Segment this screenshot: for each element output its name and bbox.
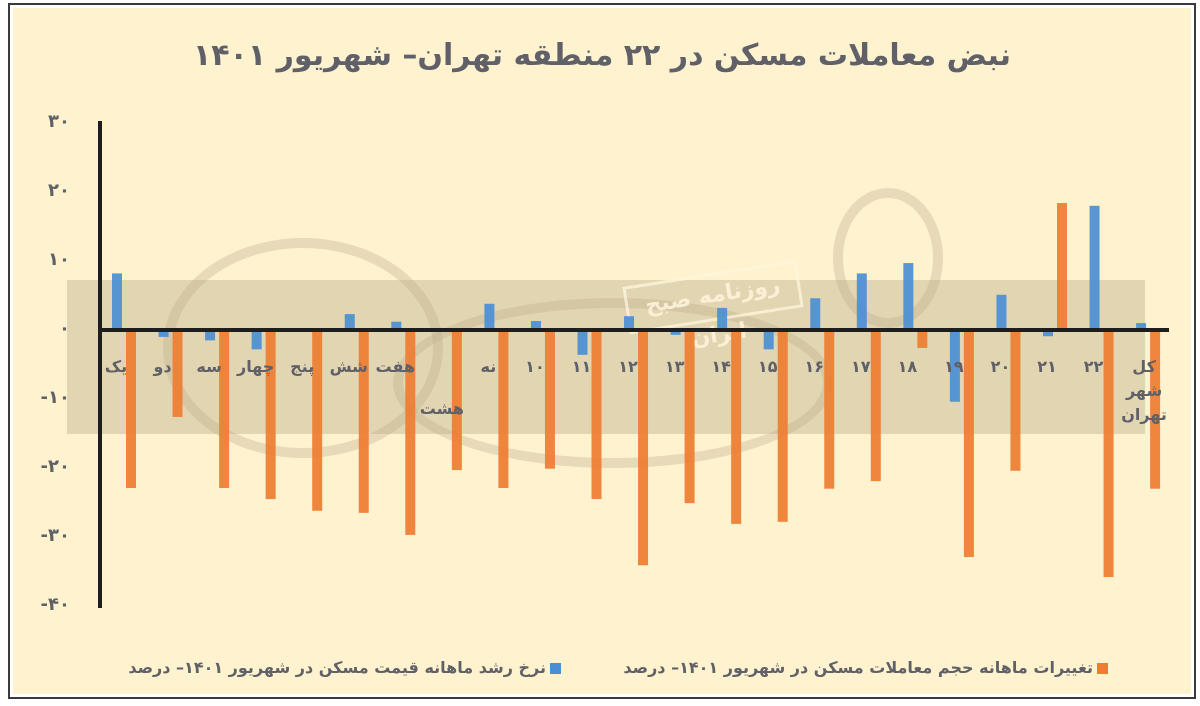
y-tick-label: ۳۰ [48,111,70,132]
chart-title: نبض معاملات مسکن در ۲۲ منطقه تهران– شهری… [192,38,1012,73]
bar-volume [498,330,509,489]
bar-volume [126,330,136,489]
y-axis-line [98,121,102,608]
bar-volume [1103,330,1114,578]
bar-price [1136,323,1147,330]
bar-volume [777,330,788,522]
bar-volume [591,330,602,500]
bar-price [670,330,681,335]
bar-volume [870,330,881,482]
bar-price [344,314,355,330]
bar-price [903,263,914,330]
y-tick-label: -۱۰ [40,387,70,408]
x-tick-label: ۲۰ [990,357,1011,376]
x-tick-label: ۱۱ [571,357,592,376]
bar-price [205,330,216,341]
y-tick-label: ۰ [59,318,70,339]
bar-price [251,330,262,350]
x-tick-label: سه [196,357,222,376]
bar-volume [1057,203,1067,330]
x-tick-label: ۱۲ [618,357,638,376]
bar-volume [451,330,462,471]
x-tick-label: شش [329,357,368,376]
bar-price [996,294,1007,330]
bar-volume [219,330,230,489]
x-tick-label: نه [480,357,497,376]
x-tick-label: کل شهر تهران [1121,357,1167,424]
x-tick-label: ۱۶ [804,357,825,376]
legend-swatch-volume [1097,663,1108,674]
x-tick-label: یک [104,357,128,376]
x-tick-label: چهار [236,357,275,376]
bar-volume [963,330,974,558]
x-tick-label: ۲۱ [1037,357,1057,376]
bar-price [577,330,588,355]
bar-price [1043,330,1053,337]
x-tick-label: ۲۲ [1083,357,1104,376]
x-tick-label: هفت [375,357,416,376]
y-tick-label: -۴۰ [40,594,70,615]
bar-price [717,307,728,330]
bar-price [484,303,495,330]
bar-volume [405,330,416,535]
bar-price [112,273,122,330]
bar-volume [358,330,369,513]
bar-price [1089,205,1100,330]
chart-area: نبض معاملات مسکن در ۲۲ منطقه تهران– شهری… [13,8,1191,694]
y-tick-label: -۲۰ [40,456,70,477]
bar-volume [684,330,695,504]
legend-item-price: نرخ رشد ماهانه قیمت مسکن در شهریور ۱۴۰۱–… [128,658,561,677]
legend-label-price: نرخ رشد ماهانه قیمت مسکن در شهریور ۱۴۰۱–… [128,658,546,677]
bar-price [391,321,402,330]
bar-price [856,273,867,330]
chart-frame: نبض معاملات مسکن در ۲۲ منطقه تهران– شهری… [8,3,1196,699]
bar-volume [638,330,649,566]
watermark-logo-shape [833,188,943,328]
legend-swatch-price [550,663,561,674]
x-tick-label: ۱۷ [851,357,871,376]
y-tick-label: ۲۰ [48,180,70,201]
y-tick-label: -۳۰ [40,525,70,546]
bar-volume [731,330,742,524]
legend-label-volume: تغییرات ماهانه حجم معاملات مسکن در شهریو… [623,658,1093,677]
x-tick-label: دو [153,357,172,376]
bar-volume [1010,330,1021,471]
x-tick-label: ۱۳ [664,357,685,376]
bar-volume [172,330,183,417]
bar-price [624,316,635,330]
x-tick-label: ۱۴ [711,357,731,376]
bar-volume [312,330,323,511]
bar-volume [917,330,928,348]
bar-price [810,298,821,330]
bar-price [949,330,960,402]
x-tick-label: هشت [419,399,464,418]
x-tick-label: ۱۰ [525,357,545,376]
bar-volume [544,330,555,469]
y-tick-label: ۱۰ [48,249,70,270]
bar-plot [98,121,1169,608]
bar-volume [265,330,276,500]
x-axis-line [100,328,1169,332]
x-tick-label: پنج [290,357,315,376]
x-tick-label: ۱۹ [944,357,964,376]
bar-price [530,321,541,330]
bar-price [763,330,774,350]
x-tick-label: ۱۵ [757,357,778,376]
bar-volume [1150,330,1161,489]
legend-item-volume: تغییرات ماهانه حجم معاملات مسکن در شهریو… [623,658,1108,677]
x-tick-label: ۱۸ [897,357,918,376]
bar-price [158,330,169,337]
bar-volume [824,330,835,489]
